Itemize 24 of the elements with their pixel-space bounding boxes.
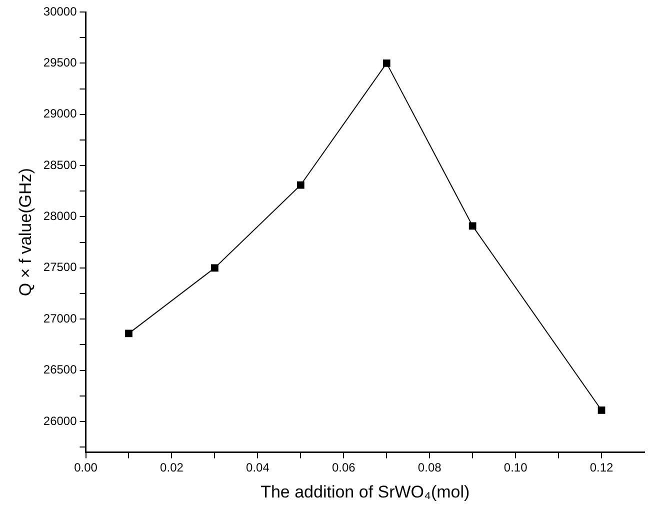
point (468, 222, 476, 230)
x-tick-label: 0.10 (504, 460, 528, 475)
x-axis-title: The addition of SrWO₄(mol) (260, 482, 470, 502)
y-tick-label: 28000 (43, 209, 78, 224)
point (382, 60, 390, 67)
y-tick-label: 27000 (43, 311, 78, 326)
x-tick-label: 0.04 (246, 460, 270, 475)
point (125, 330, 132, 338)
point (211, 264, 218, 272)
y-tick-label: 26000 (43, 414, 78, 428)
y-tick-label: 26500 (43, 362, 78, 377)
x-tick-label: 0.02 (160, 460, 184, 475)
y-tick-label: 29000 (43, 106, 78, 121)
x-tick-label: 0.08 (418, 460, 442, 475)
point (296, 181, 304, 189)
x-tick-label: 0.06 (332, 460, 356, 475)
y-axis-title: Q × f value(GHz) (16, 168, 35, 296)
x-tick-label: 0.12 (590, 460, 614, 475)
y-tick-label: 27500 (43, 260, 78, 274)
y-tick-label: 28500 (43, 158, 78, 172)
y-tick-label: 30000 (43, 4, 78, 18)
y-tick-label: 29500 (43, 56, 78, 70)
x-tick-label: 0.00 (74, 460, 98, 475)
point (598, 406, 606, 414)
